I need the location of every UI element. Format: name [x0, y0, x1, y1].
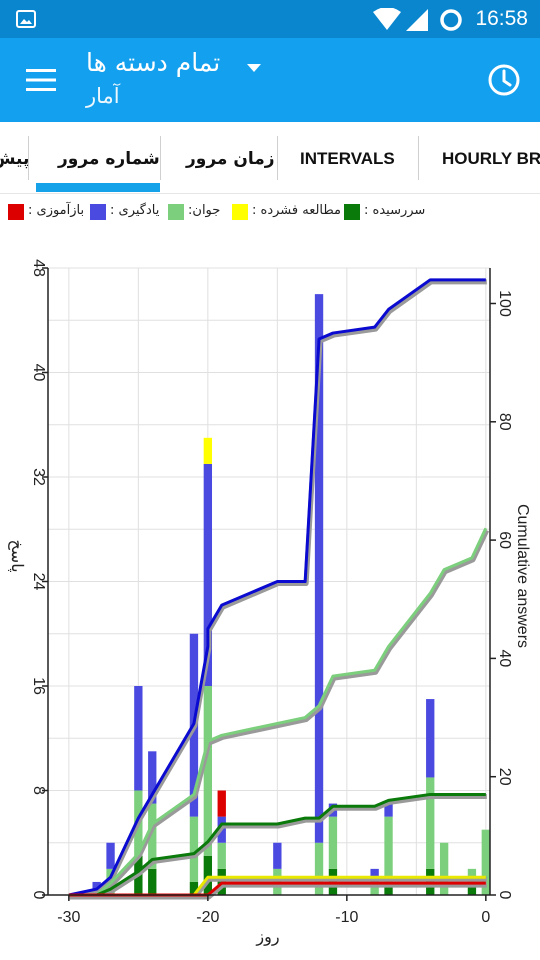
- bar-due: [189, 881, 199, 895]
- legend-label: : مطالعه فشرده: [252, 203, 342, 218]
- bar-learn: [426, 699, 435, 778]
- clock-time: 16:58: [475, 7, 528, 30]
- cumulative-line-young: [68, 527, 488, 897]
- bar-cram: [203, 437, 213, 464]
- legend-label: :جوان: [188, 203, 221, 218]
- x-axis-label: روز: [255, 929, 279, 946]
- bar-young: [328, 816, 338, 869]
- bar-learn: [106, 842, 115, 869]
- legend-label: : یادگیری: [110, 203, 160, 218]
- tab-divider: [28, 136, 29, 180]
- bar-young: [384, 816, 393, 882]
- legend-swatch: [90, 204, 106, 220]
- y2-tick-label: 40: [496, 649, 513, 667]
- bar-young: [203, 686, 213, 856]
- cumulative-shadow-due: [69, 793, 487, 900]
- hamburger-menu-icon[interactable]: [24, 66, 58, 94]
- chart-grid: [48, 267, 490, 896]
- tab-review-count[interactable]: شماره مرور: [58, 149, 160, 169]
- y2-tick-label: 20: [496, 768, 513, 786]
- legend-swatch: [232, 204, 248, 220]
- y-tick-label: 40: [30, 364, 47, 382]
- bar-due: [384, 881, 393, 895]
- bar-learn: [134, 686, 143, 791]
- y-tick-label: 8: [30, 786, 47, 795]
- page-subtitle: آمار: [86, 84, 120, 108]
- x-tick-label: -10: [335, 909, 358, 926]
- bar-young: [467, 868, 477, 882]
- bar-learn: [148, 751, 157, 804]
- tab-divider: [277, 136, 278, 180]
- tab-divider: [418, 136, 419, 180]
- bar-young: [481, 829, 490, 895]
- bar-relearn: [217, 790, 226, 817]
- y-tick-label: 16: [30, 677, 47, 695]
- y-tick-label: 0: [30, 891, 47, 900]
- x-tick-label: 0: [481, 909, 490, 926]
- x-tick-label: -30: [57, 909, 80, 926]
- bar-learn: [203, 463, 213, 686]
- chart-legend: : بازآموزی : یادگیری :جوان : مطالعه فشرد…: [0, 200, 540, 224]
- legend-label: : بازآموزی: [28, 203, 85, 218]
- wifi-icon: [373, 8, 401, 30]
- y-tick-label: 24: [30, 573, 47, 591]
- app-bar: تمام دسته ها آمار: [0, 38, 540, 122]
- y-axis-label: پاسخ: [8, 539, 25, 572]
- tab-bar: پیش شماره مرور زمان مرور INTERVALS HOURL…: [0, 122, 540, 194]
- bar-due: [203, 855, 213, 895]
- legend-swatch: [8, 204, 24, 220]
- bar-young: [217, 842, 226, 869]
- cumulative-shadow-relearn: [69, 882, 487, 900]
- y2-tick-label: 100: [496, 290, 513, 317]
- bar-young: [148, 803, 157, 869]
- signal-icon: [406, 9, 428, 31]
- y-tick-label: 48: [30, 259, 47, 277]
- cumulative-shadow-learn: [69, 279, 487, 900]
- x-tick-label: -20: [196, 909, 219, 926]
- active-tab-indicator: [36, 183, 160, 192]
- legend-swatch: [168, 204, 184, 220]
- cumulative-line-learn: [68, 278, 486, 897]
- bar-due: [467, 881, 477, 895]
- tab-review-time[interactable]: زمان مرور: [186, 149, 275, 169]
- legend-swatch: [344, 204, 360, 220]
- cumulative-shadow-young: [69, 529, 490, 900]
- bar-learn: [273, 842, 282, 869]
- tab-intervals[interactable]: INTERVALS: [300, 149, 395, 168]
- y2-tick-label: 80: [496, 413, 513, 431]
- cumulative-lines: [68, 278, 490, 900]
- bar-learn: [314, 294, 324, 843]
- y2-axis-label: Cumulative answers: [514, 504, 531, 648]
- bar-young: [370, 881, 379, 895]
- bar-young: [426, 777, 435, 869]
- y-tick-label: 32: [30, 468, 47, 486]
- cumulative-line-due: [68, 792, 486, 897]
- bar-learn: [370, 868, 379, 882]
- tab-hourly-breakdown[interactable]: HOURLY BREAKDOWN: [442, 149, 540, 168]
- image-notification-icon: [16, 10, 36, 28]
- legend-label: : سررسیده: [364, 203, 426, 218]
- bar-young: [314, 842, 324, 895]
- bar-young: [439, 842, 449, 895]
- y2-tick-label: 60: [496, 531, 513, 549]
- tab-forecast[interactable]: پیش: [0, 149, 30, 169]
- status-bar: 16:58: [0, 0, 540, 38]
- chevron-down-icon[interactable]: [246, 62, 262, 74]
- bar-learn: [384, 803, 393, 817]
- y2-tick-label: 0: [496, 891, 513, 900]
- deck-selector-title[interactable]: تمام دسته ها: [86, 48, 221, 77]
- clock-icon[interactable]: [486, 62, 522, 98]
- tab-divider: [160, 136, 161, 180]
- bar-young: [189, 816, 199, 882]
- bar-due: [148, 868, 157, 895]
- battery-loading-icon: [440, 9, 462, 31]
